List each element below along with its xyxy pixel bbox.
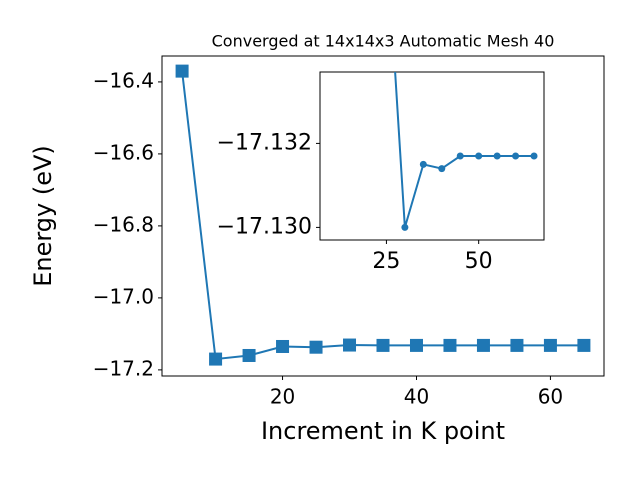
marker	[209, 352, 223, 366]
y-tick-label: −16.4	[93, 68, 154, 92]
x-tick-label: 25	[372, 249, 400, 274]
marker	[476, 338, 490, 352]
y-axis-label: Energy (eV)	[29, 145, 57, 287]
y-tick-label: −16.6	[93, 140, 154, 164]
marker	[438, 165, 446, 173]
marker	[343, 338, 357, 352]
marker	[456, 152, 464, 160]
marker	[175, 64, 189, 78]
marker	[401, 223, 409, 231]
y-tick-label: −17.132	[217, 130, 312, 155]
marker	[530, 152, 538, 160]
x-tick-label: 20	[270, 385, 295, 409]
marker	[577, 338, 591, 352]
marker	[409, 338, 423, 352]
y-tick-label: −17.2	[93, 356, 154, 380]
x-axis-label: Increment in K point	[261, 417, 505, 445]
x-tick-label: 50	[465, 249, 493, 274]
marker	[443, 338, 457, 352]
y-tick-label: −16.8	[93, 212, 154, 236]
x-tick-label: 40	[404, 385, 429, 409]
x-tick-label: 60	[538, 385, 563, 409]
marker	[242, 348, 256, 362]
plot-area	[394, 72, 538, 231]
y-tick-label: −17.0	[93, 284, 154, 308]
marker	[276, 339, 290, 353]
marker	[475, 152, 483, 160]
y-tick-label: −17.130	[217, 214, 312, 239]
plot-area	[175, 64, 591, 366]
marker	[543, 338, 557, 352]
marker	[512, 152, 520, 160]
marker	[309, 340, 323, 354]
marker	[376, 338, 390, 352]
marker	[493, 152, 501, 160]
chart-title: Converged at 14x14x3 Automatic Mesh 40	[212, 32, 555, 51]
marker	[419, 160, 427, 168]
marker	[510, 338, 524, 352]
